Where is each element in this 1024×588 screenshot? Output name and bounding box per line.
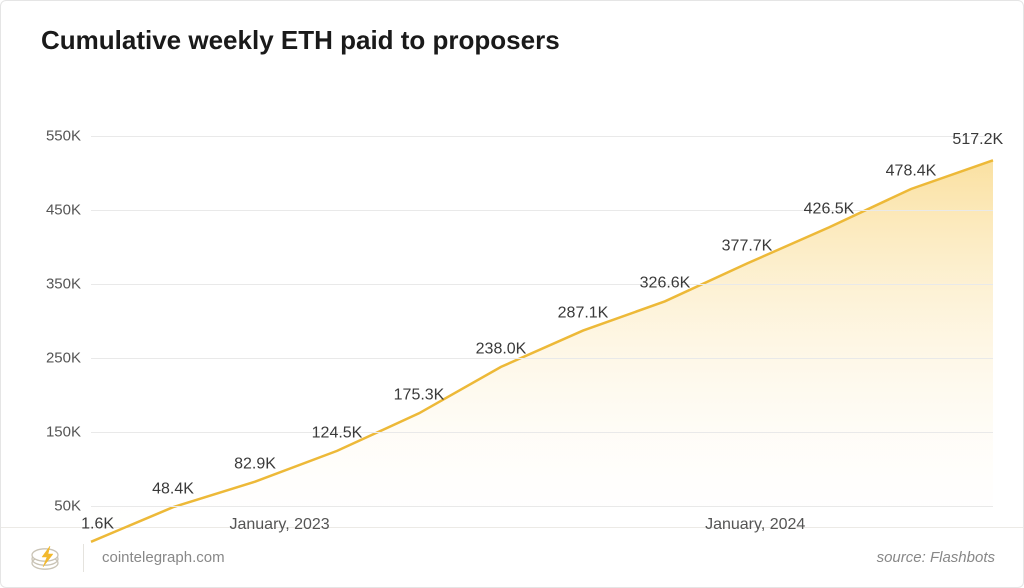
footer-source-prefix: source: [877, 549, 930, 566]
area-series [91, 136, 993, 506]
data-point-label: 377.7K [722, 237, 773, 261]
gridline [91, 284, 993, 285]
gridline [91, 432, 993, 433]
chart-card: Cumulative weekly ETH paid to proposers … [0, 0, 1024, 588]
plot-area-wrapper: 50K150K250K350K450K550KJanuary, 2023Janu… [1, 56, 1023, 527]
y-axis-tick-label: 50K [54, 498, 81, 515]
data-point-label: 426.5K [804, 201, 855, 225]
footer-divider [83, 544, 84, 572]
data-point-label: 326.6K [640, 275, 691, 299]
y-axis-tick-label: 150K [46, 424, 81, 441]
cointelegraph-logo-icon [29, 544, 65, 572]
y-axis-tick-label: 350K [46, 276, 81, 293]
footer-source-name: Flashbots [930, 549, 995, 566]
chart-title: Cumulative weekly ETH paid to proposers [1, 1, 1023, 56]
data-point-label: 124.5K [312, 424, 363, 448]
plot-area: 50K150K250K350K450K550KJanuary, 2023Janu… [91, 136, 993, 506]
gridline [91, 210, 993, 211]
gridline [91, 358, 993, 359]
y-axis-tick-label: 450K [46, 202, 81, 219]
x-axis-tick-label: January, 2024 [705, 516, 805, 534]
y-axis-tick-label: 550K [46, 128, 81, 145]
footer-site-label: cointelegraph.com [102, 549, 225, 566]
gridline [91, 506, 993, 507]
gridline [91, 136, 993, 137]
data-point-label: 82.9K [234, 455, 276, 479]
data-point-label: 1.6K [81, 515, 114, 539]
data-point-label: 478.4K [886, 163, 937, 187]
data-point-label: 517.2K [952, 131, 1003, 155]
x-axis-tick-label: January, 2023 [229, 516, 329, 534]
data-point-label: 48.4K [152, 481, 194, 505]
data-point-label: 175.3K [394, 387, 445, 411]
footer-source: source: Flashbots [877, 549, 995, 566]
data-point-label: 238.0K [476, 340, 527, 364]
footer-bar: cointelegraph.com source: Flashbots [1, 527, 1023, 587]
y-axis-tick-label: 250K [46, 350, 81, 367]
data-point-label: 287.1K [558, 304, 609, 328]
